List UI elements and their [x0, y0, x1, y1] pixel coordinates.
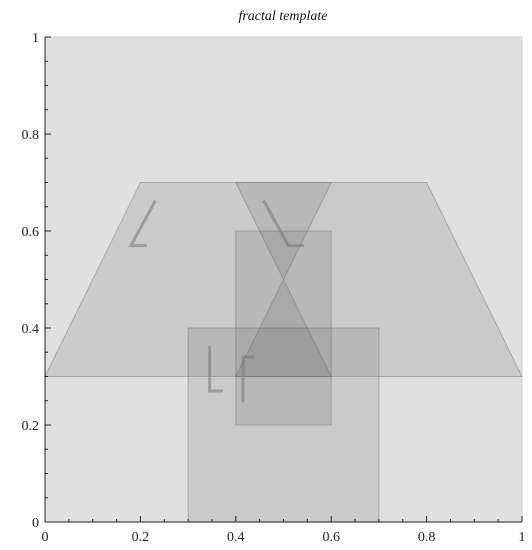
x-tick-label: 0.8 [418, 530, 436, 545]
l-glyph-center [262, 199, 305, 248]
tall-rectangle [235, 230, 332, 426]
wide-rectangle [187, 327, 380, 523]
shapes-layer [44, 36, 523, 523]
x-tick-label: 0.2 [132, 530, 150, 545]
l-glyph-bottom [208, 345, 223, 393]
axes-layer: 0 0.2 0.4 0.6 0.8 1 0 0.2 0.4 0.6 0.8 1 [22, 31, 526, 545]
t-glyph-bottom [241, 355, 255, 403]
l-glyph-left [128, 199, 157, 248]
x-tick-label: 0.6 [322, 530, 340, 545]
x-tick-label: 1 [519, 530, 526, 545]
inverted-triangle [234, 182, 333, 281]
x-tick-label: 0.4 [227, 530, 245, 545]
y-tick-label: 0.8 [22, 128, 40, 143]
hourglass-lower-triangle [234, 278, 333, 377]
y-tick-label: 0.2 [22, 419, 40, 434]
y-tick-label: 0 [32, 516, 39, 531]
trapezoid [44, 182, 523, 377]
glyphs-layer [128, 199, 305, 403]
y-tick-label: 1 [32, 31, 39, 46]
x-tick-label: 0 [42, 530, 49, 545]
chart-title: fractal template [238, 9, 327, 24]
y-tick-label: 0.4 [22, 322, 40, 337]
y-tick-label: 0.6 [22, 225, 40, 240]
